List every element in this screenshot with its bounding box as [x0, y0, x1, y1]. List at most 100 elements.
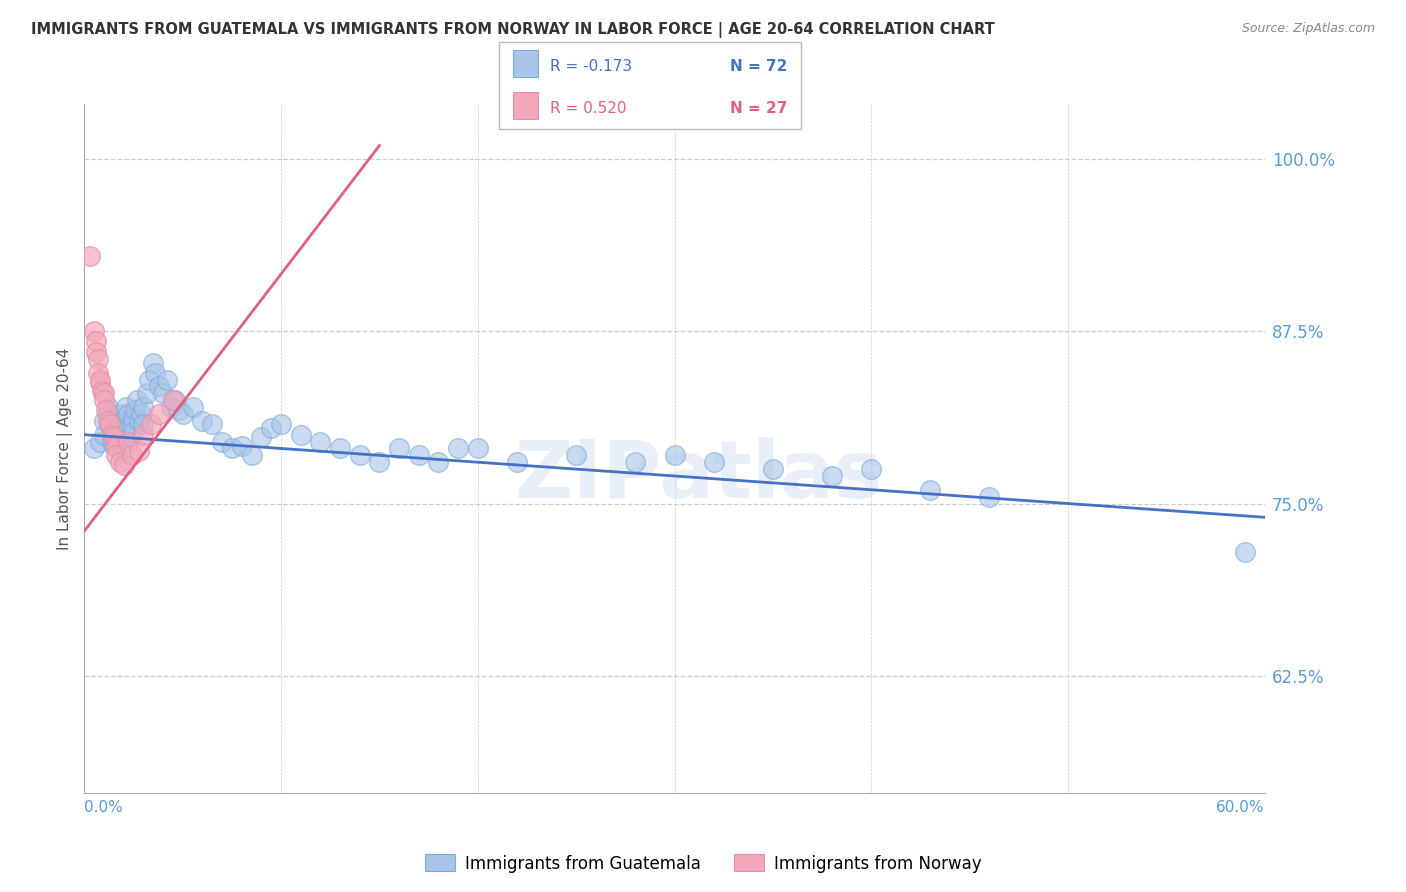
- Text: 60.0%: 60.0%: [1216, 799, 1265, 814]
- Point: [117, 434, 139, 449]
- Point: [860, 462, 883, 476]
- Point: [93, 427, 115, 442]
- Point: [167, 403, 190, 417]
- Point: [79, 249, 101, 263]
- Point: [127, 393, 149, 408]
- Point: [107, 411, 129, 425]
- Point: [506, 455, 529, 469]
- Legend: Immigrants from Guatemala, Immigrants from Norway: Immigrants from Guatemala, Immigrants fr…: [418, 847, 988, 880]
- Point: [108, 455, 131, 469]
- Point: [221, 442, 243, 456]
- Text: N = 27: N = 27: [730, 101, 787, 116]
- Point: [101, 434, 124, 449]
- Point: [89, 434, 111, 449]
- Point: [118, 430, 141, 444]
- Point: [132, 400, 155, 414]
- Point: [181, 400, 204, 414]
- Point: [84, 345, 107, 359]
- Point: [128, 414, 150, 428]
- Point: [136, 386, 159, 401]
- Text: R = 0.520: R = 0.520: [550, 101, 626, 116]
- Point: [920, 483, 942, 497]
- Point: [260, 421, 283, 435]
- Point: [89, 373, 111, 387]
- Text: 0.0%: 0.0%: [84, 799, 124, 814]
- Point: [108, 407, 131, 421]
- Point: [231, 439, 253, 453]
- Point: [98, 417, 121, 431]
- Point: [97, 414, 120, 428]
- Point: [467, 442, 489, 456]
- Point: [91, 384, 114, 398]
- Point: [427, 455, 450, 469]
- Point: [89, 376, 111, 390]
- Point: [112, 427, 135, 442]
- Point: [624, 455, 647, 469]
- Point: [98, 417, 121, 431]
- Point: [201, 417, 224, 431]
- Point: [97, 400, 120, 414]
- Point: [388, 442, 411, 456]
- Point: [112, 414, 135, 428]
- Point: [104, 439, 127, 453]
- Point: [172, 407, 194, 421]
- Point: [163, 393, 186, 408]
- Point: [152, 386, 174, 401]
- Point: [117, 407, 139, 421]
- Point: [250, 430, 273, 444]
- Point: [121, 417, 143, 431]
- Point: [84, 334, 107, 348]
- Point: [270, 417, 292, 431]
- Point: [117, 421, 139, 435]
- Point: [122, 411, 145, 425]
- Point: [104, 430, 127, 444]
- Point: [108, 421, 131, 435]
- Point: [156, 373, 179, 387]
- Point: [160, 400, 183, 414]
- Point: [128, 444, 150, 458]
- Point: [83, 442, 105, 456]
- Point: [103, 425, 125, 439]
- Point: [87, 351, 110, 366]
- Point: [132, 427, 155, 442]
- Point: [93, 393, 115, 408]
- Point: [83, 325, 105, 339]
- Point: [124, 403, 146, 417]
- Point: [104, 448, 127, 462]
- Point: [141, 417, 163, 431]
- Point: [211, 434, 233, 449]
- Y-axis label: In Labor Force | Age 20-64: In Labor Force | Age 20-64: [58, 347, 73, 549]
- Point: [821, 469, 844, 483]
- Point: [240, 448, 263, 462]
- Point: [121, 448, 143, 462]
- Point: [112, 458, 135, 472]
- Point: [329, 442, 352, 456]
- Point: [132, 417, 155, 431]
- Point: [979, 490, 1001, 504]
- Point: [143, 366, 166, 380]
- Point: [349, 448, 371, 462]
- Point: [565, 448, 588, 462]
- Point: [309, 434, 332, 449]
- Point: [114, 400, 136, 414]
- Text: R = -0.173: R = -0.173: [550, 59, 631, 74]
- Text: N = 72: N = 72: [730, 59, 787, 74]
- Point: [87, 366, 110, 380]
- Point: [131, 407, 153, 421]
- Point: [148, 407, 170, 421]
- Point: [101, 427, 124, 442]
- Point: [93, 414, 115, 428]
- Point: [368, 455, 391, 469]
- Point: [103, 430, 125, 444]
- Point: [148, 379, 170, 393]
- Text: Source: ZipAtlas.com: Source: ZipAtlas.com: [1241, 22, 1375, 36]
- Point: [138, 373, 160, 387]
- Point: [191, 414, 214, 428]
- Point: [1234, 545, 1257, 559]
- Point: [290, 427, 312, 442]
- Text: ZIPatlas: ZIPatlas: [515, 437, 883, 515]
- Point: [93, 386, 115, 401]
- Point: [122, 425, 145, 439]
- Point: [103, 439, 125, 453]
- Point: [97, 407, 120, 421]
